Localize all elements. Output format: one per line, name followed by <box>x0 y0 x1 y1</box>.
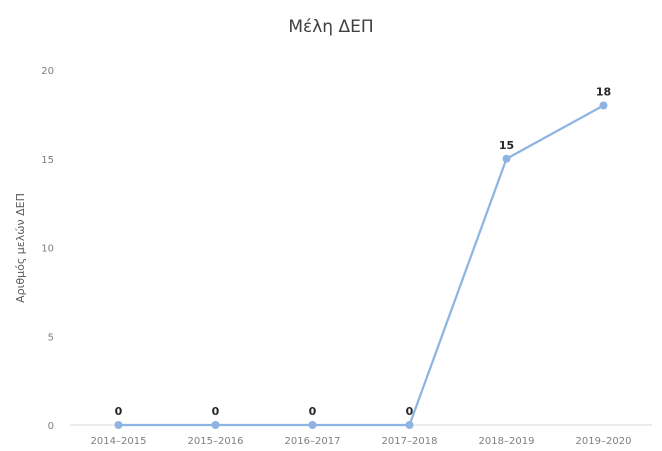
x-tick-label: 2017–2018 <box>382 436 438 447</box>
x-tick-label: 2018–2019 <box>479 436 535 447</box>
data-point <box>114 421 123 429</box>
data-point <box>308 421 317 429</box>
chart-title: Μέλη ΔΕΠ <box>288 17 373 37</box>
data-labels: 0 0 0 0 15 18 <box>115 86 611 419</box>
data-label: 0 <box>309 405 317 418</box>
x-tick-label: 2015–2016 <box>188 436 244 447</box>
y-tick-label: 0 <box>48 421 54 432</box>
x-tick-label: 2016–2017 <box>285 436 341 447</box>
data-point <box>502 154 511 163</box>
data-label: 0 <box>406 405 414 418</box>
data-label: 0 <box>212 405 220 418</box>
x-tick-label: 2014–2015 <box>91 436 147 447</box>
data-label: 0 <box>115 405 123 418</box>
data-point <box>599 101 608 110</box>
y-tick-label: 5 <box>48 332 54 343</box>
series-line <box>117 104 605 427</box>
data-label: 15 <box>499 139 514 152</box>
data-point <box>211 421 220 429</box>
y-tick-label: 20 <box>41 66 54 77</box>
data-point <box>405 421 414 429</box>
series-group <box>114 101 608 429</box>
y-tick-label: 10 <box>41 244 54 255</box>
tick-labels: 0 5 10 15 20 2014–2015 2015–2016 2016–2017 2017–… <box>41 66 631 447</box>
y-axis-label: Αριθμός μελών ΔΕΠ <box>14 193 27 303</box>
data-label: 18 <box>596 86 611 99</box>
y-tick-label: 15 <box>41 155 54 166</box>
x-tick-label: 2019–2020 <box>576 436 632 447</box>
